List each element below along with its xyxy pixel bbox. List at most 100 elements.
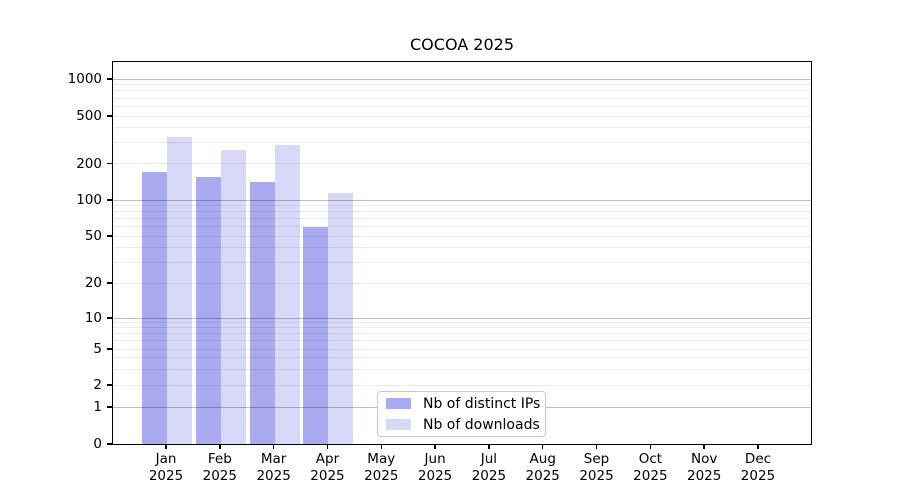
y-tick-label-1000: 1000 bbox=[67, 71, 102, 87]
x-tick-label-may: May 2025 bbox=[349, 451, 413, 485]
x-tick-mark-may bbox=[380, 444, 382, 449]
y-tick-mark-2 bbox=[107, 384, 113, 386]
gridline-minor-40 bbox=[113, 246, 811, 248]
gridline-minor-500 bbox=[113, 115, 811, 117]
x-tick-label-year: 2025 bbox=[525, 468, 560, 484]
y-tick-mark-5 bbox=[107, 348, 113, 350]
legend-swatch-distinct-ips bbox=[386, 398, 411, 409]
y-tick-mark-10 bbox=[107, 317, 113, 319]
gridline-minor-700 bbox=[113, 97, 811, 99]
x-tick-mark-oct bbox=[649, 444, 652, 449]
gridline-minor-200 bbox=[113, 163, 811, 164]
y-tick-mark-20 bbox=[107, 282, 113, 284]
y-tick-label-0: 0 bbox=[93, 436, 102, 452]
y-tick-mark-1000 bbox=[107, 78, 113, 80]
gridline-major-1000 bbox=[113, 78, 811, 80]
x-tick-label-month: Apr bbox=[315, 451, 340, 467]
gridline-minor-800 bbox=[113, 90, 811, 92]
y-tick-label-50: 50 bbox=[84, 228, 102, 244]
x-tick-label-month: Dec bbox=[744, 451, 772, 467]
y-tick-mark-200 bbox=[107, 162, 113, 165]
x-tick-label-year: 2025 bbox=[633, 468, 668, 484]
bar-nb-of-downloads-feb bbox=[220, 149, 246, 444]
x-tick-label-year: 2025 bbox=[579, 468, 614, 484]
x-tick-label-month: Sep bbox=[583, 451, 610, 467]
y-tick-mark-1 bbox=[107, 406, 113, 408]
x-tick-label-year: 2025 bbox=[471, 468, 507, 484]
gridline-minor-60 bbox=[113, 226, 811, 228]
y-tick-label-2: 2 bbox=[93, 377, 102, 393]
gridline-minor-20 bbox=[113, 282, 811, 284]
gridline-major-100 bbox=[113, 199, 811, 201]
x-tick-label-month: Feb bbox=[207, 451, 232, 467]
gridlines-layer bbox=[113, 62, 811, 444]
x-tick-label-aug: Aug 2025 bbox=[511, 451, 575, 485]
x-tick-label-apr: Apr 2025 bbox=[295, 451, 359, 485]
x-tick-label-oct: Oct 2025 bbox=[618, 451, 682, 485]
x-tick-label-year: 2025 bbox=[686, 468, 722, 484]
gridline-major-10 bbox=[113, 317, 811, 319]
x-tick-label-year: 2025 bbox=[148, 468, 184, 484]
x-tick-mark-aug bbox=[542, 444, 544, 449]
y-tick-label-1: 1 bbox=[93, 399, 102, 415]
x-tick-label-month: Mar bbox=[260, 451, 287, 467]
gridline-minor-9 bbox=[113, 322, 811, 324]
x-tick-label-year: 2025 bbox=[256, 468, 291, 484]
x-tick-label-month: Jun bbox=[424, 451, 446, 467]
gridline-minor-900 bbox=[113, 84, 811, 86]
gridline-minor-300 bbox=[113, 141, 811, 143]
x-tick-label-sep: Sep 2025 bbox=[565, 451, 629, 485]
gridline-minor-3 bbox=[113, 368, 811, 370]
gridline-minor-70 bbox=[113, 218, 811, 220]
x-tick-label-dec: Dec 2025 bbox=[726, 451, 790, 485]
bar-nb-of-distinct-ips-apr bbox=[303, 226, 329, 444]
x-tick-label-feb: Feb 2025 bbox=[188, 451, 252, 485]
bar-nb-of-downloads-apr bbox=[328, 192, 354, 444]
gridline-minor-600 bbox=[113, 105, 811, 107]
plot-area bbox=[113, 62, 811, 444]
x-tick-label-mar: Mar 2025 bbox=[242, 451, 306, 485]
x-tick-label-jun: Jun 2025 bbox=[403, 451, 467, 485]
gridline-minor-2 bbox=[113, 384, 811, 386]
legend: Nb of distinct IPs Nb of downloads bbox=[377, 391, 546, 437]
bar-nb-of-distinct-ips-feb bbox=[195, 176, 221, 444]
x-tick-label-year: 2025 bbox=[202, 468, 237, 484]
y-tick-label-200: 200 bbox=[76, 155, 102, 172]
gridline-minor-7 bbox=[113, 333, 811, 335]
chart-title: COCOA 2025 bbox=[410, 35, 514, 54]
x-tick-label-month: Jan bbox=[155, 451, 177, 467]
x-tick-label-year: 2025 bbox=[310, 468, 345, 484]
gridline-minor-50 bbox=[113, 235, 811, 237]
gridline-minor-5 bbox=[113, 348, 811, 350]
bars-layer bbox=[113, 62, 811, 444]
y-tick-mark-500 bbox=[107, 115, 113, 117]
legend-label-downloads: Nb of downloads bbox=[423, 416, 540, 433]
y-tick-mark-50 bbox=[107, 235, 113, 237]
legend-label-distinct-ips: Nb of distinct IPs bbox=[423, 395, 541, 412]
x-tick-mark-feb bbox=[219, 444, 221, 449]
x-tick-label-month: Nov bbox=[690, 451, 718, 467]
gridline-minor-80 bbox=[113, 211, 811, 213]
x-tick-label-month: May bbox=[367, 451, 396, 467]
gridline-minor-8 bbox=[113, 327, 811, 329]
gridline-minor-400 bbox=[113, 127, 811, 129]
y-tick-label-5: 5 bbox=[93, 341, 102, 357]
x-tick-label-month: Aug bbox=[529, 451, 556, 467]
bar-nb-of-distinct-ips-mar bbox=[249, 181, 275, 444]
y-tick-label-500: 500 bbox=[76, 108, 102, 124]
x-tick-mark-sep bbox=[595, 444, 598, 449]
x-tick-mark-nov bbox=[703, 444, 705, 449]
legend-swatch-downloads bbox=[386, 419, 411, 430]
x-tick-label-jul: Jul 2025 bbox=[457, 451, 521, 485]
gridline-minor-6 bbox=[113, 340, 811, 342]
x-tick-mark-dec bbox=[757, 444, 759, 449]
legend-item-downloads: Nb of downloads bbox=[386, 414, 545, 435]
x-tick-label-year: 2025 bbox=[417, 468, 453, 484]
x-tick-mark-jul bbox=[488, 444, 490, 449]
x-tick-mark-apr bbox=[326, 444, 329, 449]
legend-item-distinct-ips: Nb of distinct IPs bbox=[386, 393, 545, 414]
x-tick-label-year: 2025 bbox=[740, 468, 776, 484]
bar-nb-of-downloads-mar bbox=[274, 145, 300, 444]
x-tick-mark-jun bbox=[434, 444, 436, 449]
